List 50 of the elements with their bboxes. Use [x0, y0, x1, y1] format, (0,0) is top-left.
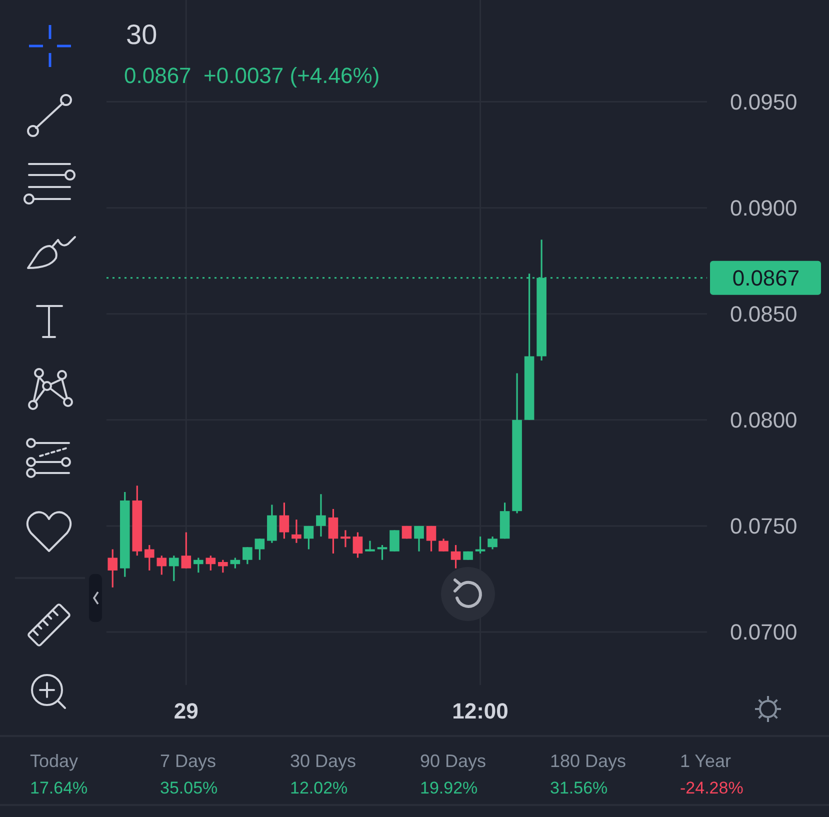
- text: 35.05%: [160, 778, 218, 798]
- candlestick: [450, 544, 461, 570]
- candlestick: [218, 559, 228, 574]
- candlestick: [352, 532, 363, 559]
- category-label: 1 Year: [680, 751, 732, 771]
- text: 0.0867 +0.0037 (+4.46%): [124, 63, 380, 88]
- candlestick: [365, 540, 375, 552]
- candlestick: [328, 508, 338, 554]
- candlestick: [181, 532, 192, 570]
- text: 30: [126, 19, 158, 50]
- candlestick: [279, 502, 290, 540]
- candlestick: [242, 546, 252, 565]
- y-tick-label: 0.0750: [730, 513, 798, 538]
- category-label: Today: [30, 751, 78, 771]
- y-tick-label: 0.0800: [730, 407, 798, 432]
- candlestick: [414, 525, 424, 552]
- text: 19.92%: [420, 778, 478, 798]
- candlestick: [377, 544, 388, 561]
- candlestick: [438, 538, 448, 552]
- candlestick: [340, 529, 350, 548]
- candlestick: [426, 525, 436, 552]
- x-tick-label: 12:00: [452, 698, 508, 724]
- category-label: 30 Days: [290, 751, 356, 771]
- text: 31.56%: [550, 778, 608, 798]
- candlestick: [169, 554, 179, 582]
- candlestick: [230, 556, 240, 570]
- category-label: 180 Days: [550, 751, 626, 771]
- category-label: 90 Days: [420, 751, 486, 771]
- candlestick: [488, 536, 498, 550]
- candlestick: [108, 548, 118, 588]
- y-tick-label: 0.0700: [730, 619, 798, 644]
- candlestick: [316, 493, 326, 538]
- candlestick: [475, 536, 486, 554]
- candlestick: [292, 518, 302, 544]
- y-tick-label: 0.0950: [730, 89, 798, 114]
- candlestick: [194, 556, 204, 574]
- candlestick: [156, 554, 167, 576]
- ref-line-label: 0.0867: [732, 265, 800, 290]
- y-tick-label: 0.0900: [730, 195, 798, 220]
- text: 12.02%: [290, 778, 348, 798]
- y-tick-label: 0.0850: [730, 301, 798, 326]
- candlestick: [144, 544, 154, 572]
- candlestick: [206, 554, 216, 572]
- candlestick: [304, 525, 314, 550]
- candlestick: [390, 529, 400, 552]
- candlestick: [254, 538, 265, 561]
- x-tick-label: 29: [174, 698, 198, 724]
- category-label: 7 Days: [160, 751, 216, 771]
- text: 17.64%: [30, 778, 88, 798]
- text: -24.28%: [680, 778, 744, 798]
